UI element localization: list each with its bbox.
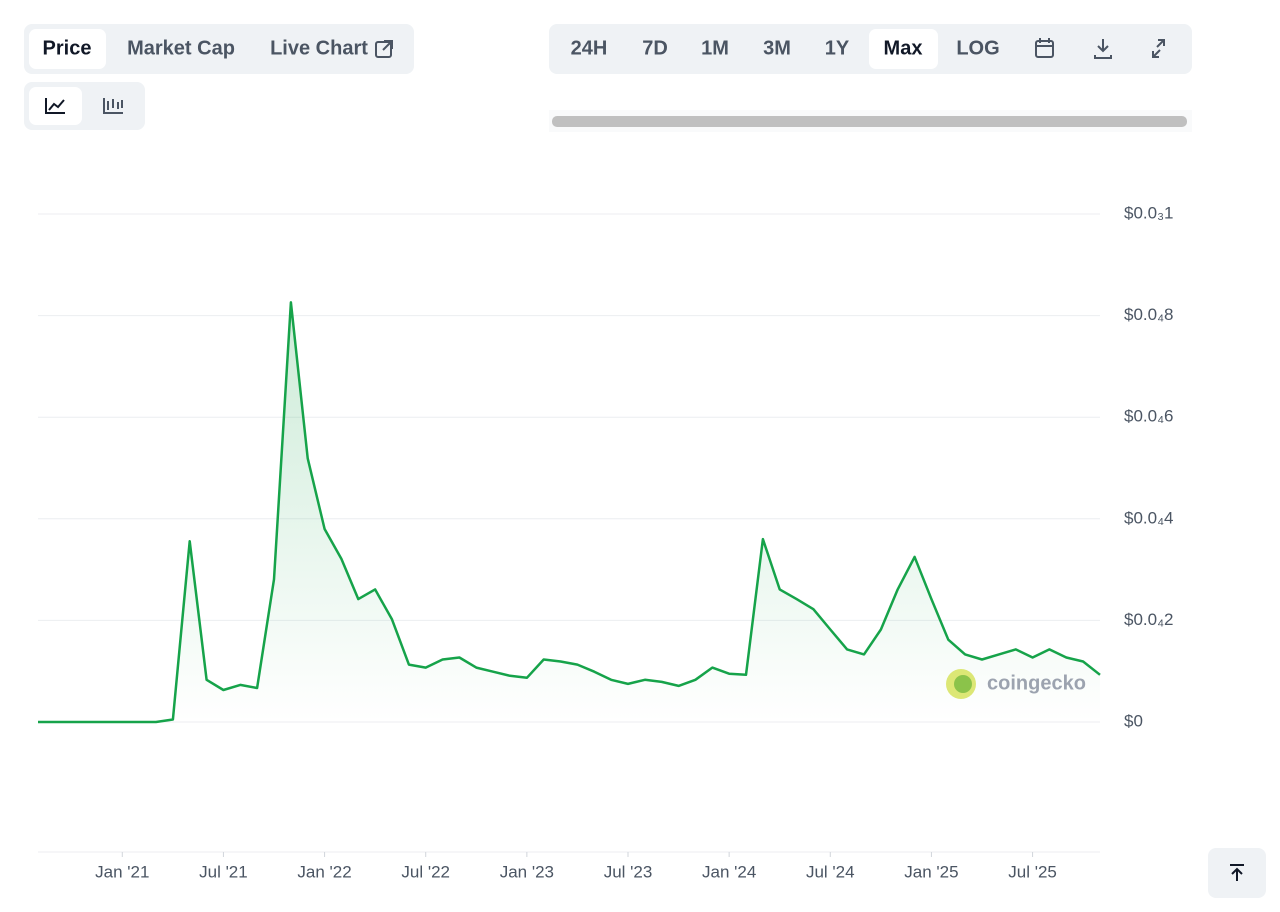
arrow-up-icon: [1230, 864, 1244, 881]
log-toggle[interactable]: LOG: [956, 37, 999, 59]
tab-bar: [24, 24, 414, 74]
watermark-text: coingecko: [987, 672, 1086, 694]
x-tick-label: Jul '25: [1008, 862, 1057, 881]
download-icon[interactable]: [1094, 39, 1112, 59]
logo-inner: [954, 675, 972, 693]
range-active[interactable]: [869, 29, 938, 69]
x-tick-label: Jul '24: [806, 862, 855, 881]
y-tick-label: $0.0₄8: [1124, 305, 1173, 324]
range-button[interactable]: 1M: [701, 37, 729, 59]
x-tick-label: Jan '25: [904, 862, 958, 881]
range-button[interactable]: 7D: [642, 37, 668, 59]
fullscreen-icon[interactable]: [1152, 39, 1165, 58]
y-tick-label: $0.0₄6: [1124, 407, 1173, 426]
x-tick-label: Jan '23: [500, 862, 554, 881]
y-tick-label: $0.0₃1: [1124, 203, 1173, 222]
line-icon: [45, 98, 65, 114]
watermark: coingecko: [946, 669, 1086, 699]
range-button[interactable]: Max: [884, 37, 923, 59]
range-button[interactable]: 24H: [571, 37, 608, 59]
tab[interactable]: Market Cap: [127, 37, 235, 59]
x-tick-label: Jul '22: [401, 862, 450, 881]
y-tick-label: $0.0₄4: [1124, 508, 1173, 527]
x-tick-label: Jan '24: [702, 862, 756, 881]
tab[interactable]: Price: [43, 37, 92, 59]
range-button[interactable]: 1Y: [825, 37, 850, 59]
x-tick-label: Jul '23: [604, 862, 653, 881]
y-tick-label: $0.0₄2: [1124, 610, 1173, 629]
candle-icon[interactable]: [103, 98, 123, 114]
x-tick-label: Jul '21: [199, 862, 248, 881]
scrollbar[interactable]: [552, 116, 1187, 127]
area-fill: [38, 302, 1100, 722]
y-tick-label: $0: [1124, 711, 1143, 730]
tab-active[interactable]: [29, 29, 106, 69]
tab[interactable]: Live Chart: [270, 37, 368, 59]
x-tick-label: Jan '21: [95, 862, 149, 881]
x-tick-label: Jan '22: [297, 862, 351, 881]
price-line: [38, 301, 1101, 724]
external-link-icon: [375, 40, 393, 58]
calendar-icon[interactable]: [1035, 38, 1054, 58]
range-button[interactable]: 3M: [763, 37, 791, 59]
